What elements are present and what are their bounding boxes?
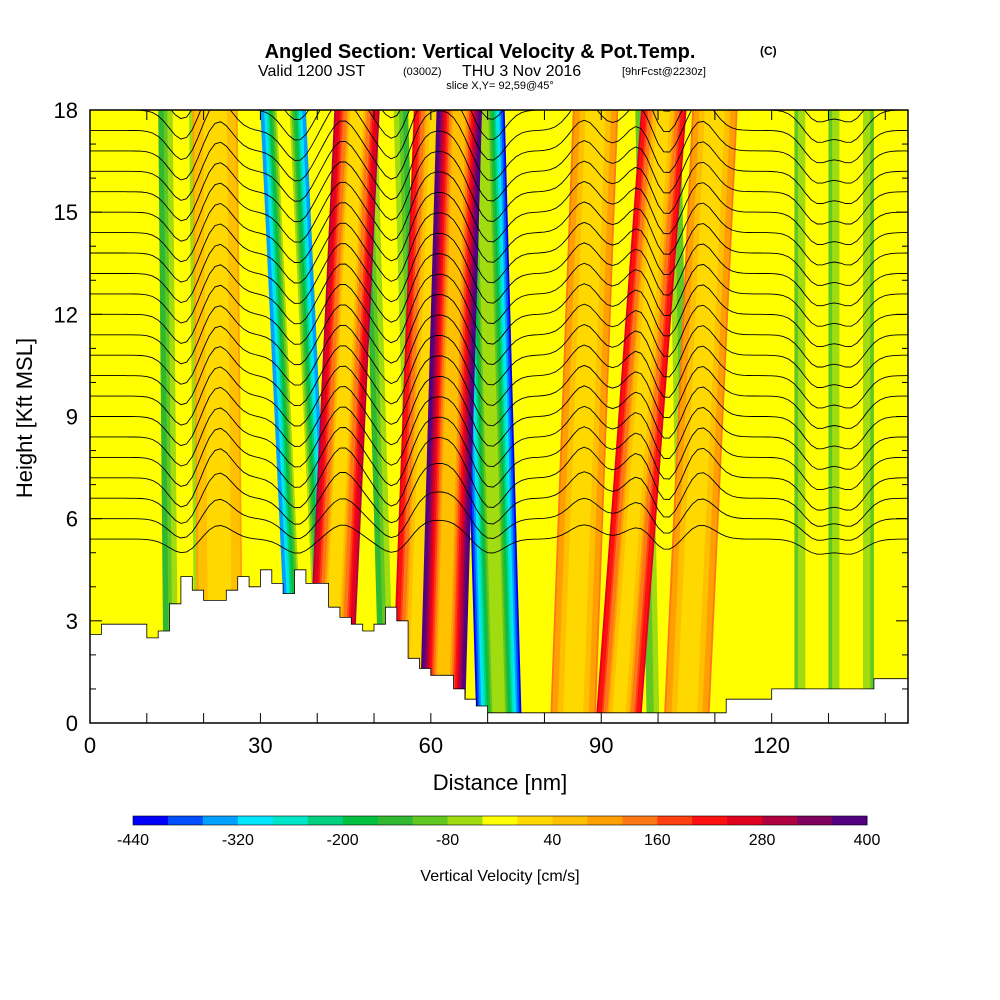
isentrope-10 xyxy=(90,294,908,368)
colorbar-tick-label: 280 xyxy=(749,832,776,849)
isentrope-13 xyxy=(90,232,908,307)
y-tick-label: 9 xyxy=(66,405,78,430)
colorbar-tick-label: 40 xyxy=(544,832,562,849)
chart-title-tag: (C) xyxy=(760,44,777,58)
updraft-band-5-level-1 xyxy=(680,110,722,723)
y-tick-labels: 0 3 6 9 12 15 18 xyxy=(54,98,78,736)
colorbar-tick-labels: -440 -320 -200 -80 40 160 280 400 xyxy=(117,832,880,849)
isentrope-22 xyxy=(170,110,865,123)
colorbar-swatch xyxy=(342,816,379,825)
x-tick-label: 0 xyxy=(84,733,96,758)
isentrope-5 xyxy=(90,396,908,470)
velocity-field xyxy=(90,110,908,723)
downdraft-band-0-level-1 xyxy=(276,110,318,723)
terrain xyxy=(90,569,908,723)
y-tick-label: 0 xyxy=(66,711,78,736)
isentrope-7 xyxy=(90,355,908,429)
colorbar-label: Vertical Velocity [cm/s] xyxy=(420,868,579,885)
colorbar-swatch xyxy=(412,816,449,825)
colorbar-swatch xyxy=(727,816,763,825)
isentrope-16 xyxy=(90,171,908,245)
x-tick-label: 60 xyxy=(419,733,443,758)
colorbar-swatch xyxy=(692,816,728,825)
isentrope-3 xyxy=(90,437,908,511)
colorbar-swatch xyxy=(377,816,414,825)
downdraft-band-6-level-1 xyxy=(844,110,858,723)
colorbar-swatch xyxy=(482,816,518,825)
isentrope-15 xyxy=(90,191,908,266)
isentrope-1 xyxy=(90,491,908,541)
valid-time-local: Valid 1200 JST xyxy=(258,63,366,80)
terrain-profile xyxy=(90,569,908,723)
colorbar-swatch xyxy=(202,816,239,825)
x-tick-labels: 0 30 60 90 120 xyxy=(84,733,790,758)
y-tick-label: 3 xyxy=(66,609,78,634)
y-axis-label: Height [Kft MSL] xyxy=(12,338,37,498)
updraft-band-0-level-1 xyxy=(322,110,364,723)
y-tick-label: 12 xyxy=(54,302,78,327)
x-axis-label: Distance [nm] xyxy=(433,770,568,795)
updraft-band-2-level-1 xyxy=(435,110,466,723)
y-tick-label: 6 xyxy=(66,507,78,532)
x-tick-label: 30 xyxy=(248,733,272,758)
forecast-tag: [9hrFcst@2230z] xyxy=(622,66,706,78)
colorbar-swatch xyxy=(517,816,553,825)
colorbar-tick-label: -80 xyxy=(436,832,459,849)
isentrope-0 xyxy=(90,519,908,555)
colorbar-swatch xyxy=(447,816,484,825)
colorbar-swatch xyxy=(307,816,344,825)
updraft-band-3-level-1 xyxy=(611,110,671,723)
isentrope-6 xyxy=(90,375,908,450)
colorbar-swatch xyxy=(797,816,833,825)
isentrope-17 xyxy=(90,151,908,225)
colorbar-tick-label: -320 xyxy=(222,832,254,849)
x-tick-label: 120 xyxy=(753,733,790,758)
colorbar-swatch xyxy=(587,816,623,825)
x-tick-label: 90 xyxy=(589,733,613,758)
colorbar-swatch xyxy=(832,816,868,825)
isentrope-12 xyxy=(90,253,908,327)
isentrope-9 xyxy=(90,314,908,388)
downdraft-band-3-level-1 xyxy=(174,110,193,723)
colorbar-swatch xyxy=(657,816,693,825)
colorbar-swatch xyxy=(762,816,798,825)
y-tick-label: 15 xyxy=(54,200,78,225)
colorbar-swatch xyxy=(272,816,309,825)
plot-frame xyxy=(89,109,909,724)
updraft-band-4-level-1 xyxy=(566,110,602,723)
isentrope-14 xyxy=(90,212,908,286)
isentrope-4 xyxy=(90,416,908,491)
chart-title: Angled Section: Vertical Velocity & Pot.… xyxy=(265,41,696,63)
isentrope-19 xyxy=(90,110,908,184)
isentrope-18 xyxy=(90,130,908,205)
colorbar-swatch xyxy=(133,816,169,825)
colorbar-frame xyxy=(132,815,868,826)
isentrope-2 xyxy=(90,462,908,527)
colorbar-swatch xyxy=(237,816,274,825)
colorbar-tick-label: 160 xyxy=(644,832,671,849)
y-tick-label: 18 xyxy=(54,98,78,123)
valid-time-utc: (0300Z) xyxy=(403,66,442,78)
colorbar-tick-label: -440 xyxy=(117,832,149,849)
isentrope-8 xyxy=(90,335,908,409)
colorbar-tick-label: -200 xyxy=(327,832,359,849)
downdraft-band-5-level-1 xyxy=(810,110,824,723)
slice-info: slice X,Y= 92,59@45° xyxy=(446,80,554,92)
colorbar-swatch xyxy=(622,816,658,825)
colorbar xyxy=(132,815,868,826)
updraft-band-6-level-1 xyxy=(208,110,227,723)
colorbar-tick-label: 400 xyxy=(854,832,881,849)
isentrope-11 xyxy=(90,273,908,348)
colorbar-swatch xyxy=(167,816,204,825)
downdraft-band-1-level-1 xyxy=(475,110,506,723)
colorbar-swatch xyxy=(552,816,588,825)
valid-date: THU 3 Nov 2016 xyxy=(462,63,581,80)
isentrope-20 xyxy=(90,110,908,164)
